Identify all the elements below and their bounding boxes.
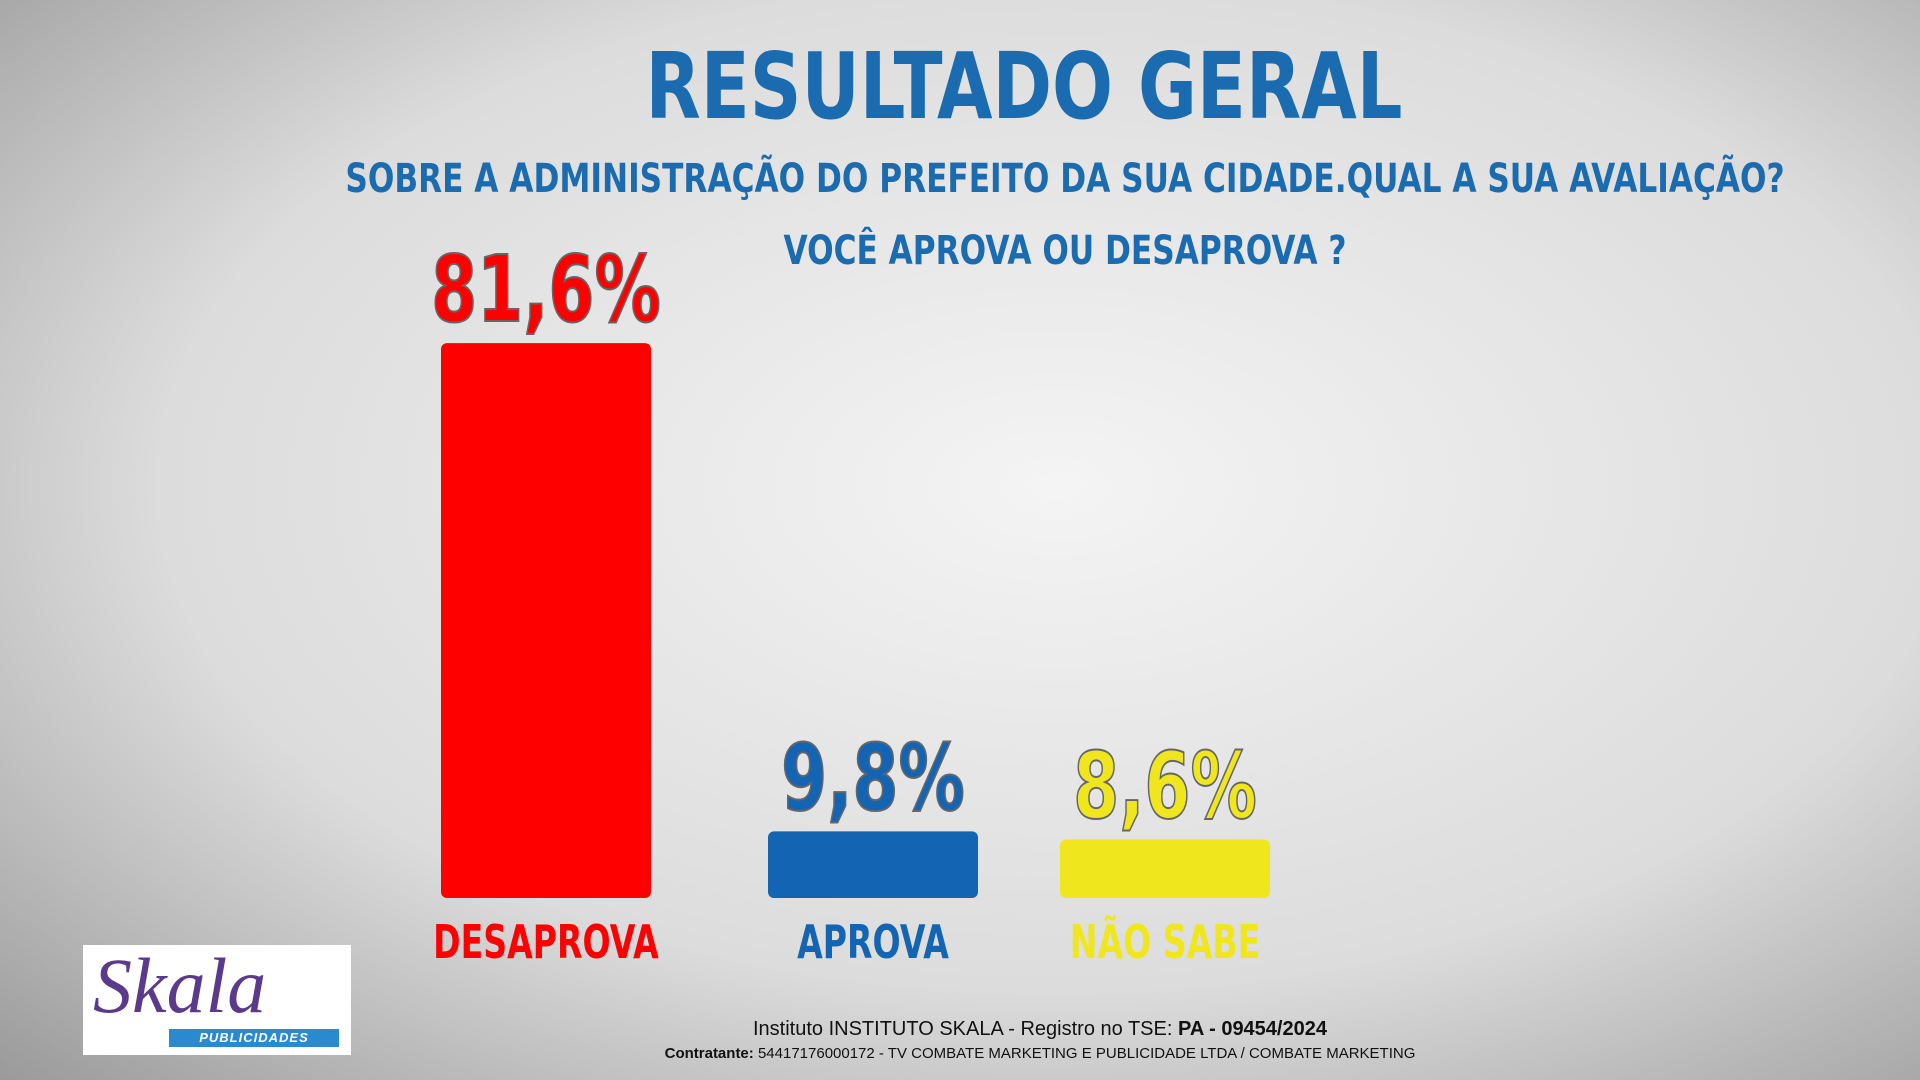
category-label: DESAPROVA xyxy=(433,917,659,970)
registry-number: PA - 09454/2024 xyxy=(1177,1018,1327,1040)
subtitle: VOCÊ APROVA OU DESAPROVA ? xyxy=(783,227,1346,274)
subtitle: SOBRE A ADMINISTRAÇÃO DO PREFEITO DA SUA… xyxy=(345,155,1784,202)
value-label: 8,6% xyxy=(1073,733,1257,840)
value-label: 9,8% xyxy=(781,724,965,831)
bar xyxy=(1060,839,1270,898)
chart-title: RESULTADO GERAL xyxy=(646,33,1403,140)
category-label: APROVA xyxy=(797,917,949,970)
contractor-text: 54417176000172 - TV COMBATE MARKETING E … xyxy=(757,1045,1416,1062)
footer-line: Contratante: 54417176000172 - TV COMBATE… xyxy=(560,1045,1520,1062)
bar xyxy=(768,831,978,898)
registry-prefix: Instituto INSTITUTO SKALA - Registro no … xyxy=(753,1018,1173,1040)
footer-line: Instituto INSTITUTO SKALA - Registro no … xyxy=(560,1018,1520,1041)
logo: Skala PUBLICIDADES xyxy=(83,942,351,1055)
logo-tagline: PUBLICIDADES xyxy=(169,1029,339,1047)
contractor-label: Contratante: xyxy=(664,1045,754,1062)
footer: Instituto INSTITUTO SKALA - Registro no … xyxy=(560,1018,1520,1062)
value-label: 81,6% xyxy=(431,236,661,343)
category-label: NÃO SABE xyxy=(1070,913,1260,969)
bar xyxy=(441,343,651,898)
logo-name: Skala xyxy=(93,942,267,1029)
